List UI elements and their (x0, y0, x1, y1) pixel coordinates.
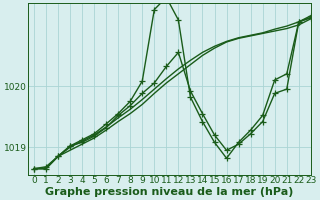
X-axis label: Graphe pression niveau de la mer (hPa): Graphe pression niveau de la mer (hPa) (45, 187, 293, 197)
